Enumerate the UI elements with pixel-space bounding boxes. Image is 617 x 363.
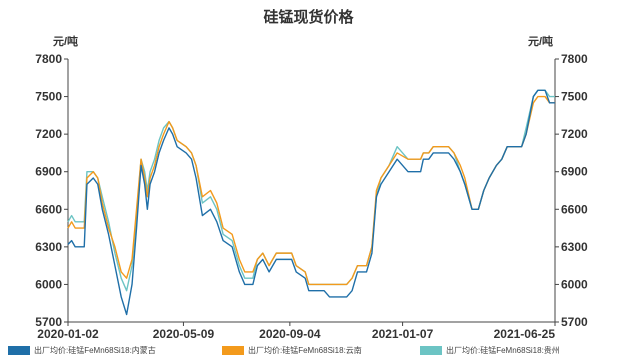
x-tick-label: 2021-06-25 <box>494 327 556 341</box>
series-layer <box>67 89 555 316</box>
chart-axes: 5700 5700 6000 6000 6300 6300 6600 6600 6900 6900… <box>35 52 588 341</box>
x-tick-label: 2021-01-07 <box>372 327 434 341</box>
legend-item-2: 出厂均价:硅锰FeMn68Si18:云南 <box>222 345 362 356</box>
left-y-tick-label: 6600 <box>35 202 62 216</box>
legend-label: 出厂均价:硅锰FeMn68Si18:贵州 <box>446 346 560 355</box>
legend-label: 出厂均价:硅锰FeMn68Si18:云南 <box>248 346 362 355</box>
series-line-1 <box>67 89 555 316</box>
right-y-tick-label: 6000 <box>561 277 588 291</box>
right-y-tick-label: 7800 <box>561 52 588 66</box>
right-y-tick-label: 7200 <box>561 127 588 141</box>
legend-label: 出厂均价:硅锰FeMn68Si18:内蒙古 <box>34 346 156 355</box>
left-y-tick-label: 6300 <box>35 240 62 254</box>
left-y-tick-label: 7200 <box>35 127 62 141</box>
chart-legend: 出厂均价:硅锰FeMn68Si18:内蒙古 出厂均价:硅锰FeMn68Si18:云… <box>0 345 617 361</box>
series-line-3 <box>67 89 555 292</box>
right-y-tick-label: 7500 <box>561 90 588 104</box>
left-y-tick-label: 6900 <box>35 165 62 179</box>
line-chart: 5700 5700 6000 6000 6300 6300 6600 6600 6900 6900… <box>35 52 588 341</box>
legend-swatch <box>420 346 442 355</box>
left-y-tick-label: 7800 <box>35 52 62 66</box>
series-line-2 <box>67 95 555 286</box>
legend-swatch <box>222 346 244 355</box>
right-y-tick-label: 6300 <box>561 240 588 254</box>
right-y-tick-label: 6600 <box>561 202 588 216</box>
legend-swatch <box>8 346 30 355</box>
x-tick-label: 2020-09-04 <box>259 327 321 341</box>
right-y-tick-label: 6900 <box>561 165 588 179</box>
left-y-tick-label: 6000 <box>35 277 62 291</box>
x-tick-label: 2020-01-02 <box>37 327 99 341</box>
left-axis-unit-label: 元/吨 <box>53 36 79 48</box>
right-y-tick-label: 5700 <box>561 315 588 329</box>
legend-item-3: 出厂均价:硅锰FeMn68Si18:贵州 <box>420 345 560 356</box>
legend-item-1: 出厂均价:硅锰FeMn68Si18:内蒙古 <box>8 345 156 356</box>
chart-title: 硅锰现货价格 <box>263 9 354 26</box>
right-axis-unit-label: 元/吨 <box>528 36 554 48</box>
left-y-tick-label: 7500 <box>35 90 62 104</box>
left-y-tick-label: 5700 <box>35 315 62 329</box>
x-tick-label: 2020-05-09 <box>153 327 215 341</box>
